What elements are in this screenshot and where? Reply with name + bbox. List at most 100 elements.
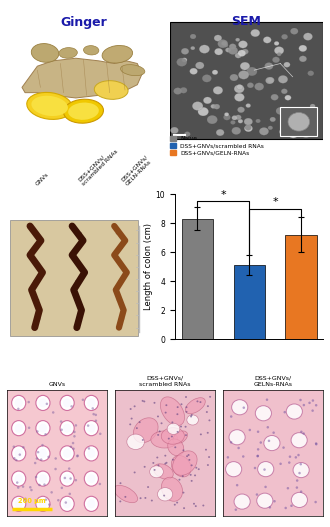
Ellipse shape: [192, 102, 203, 110]
Ellipse shape: [39, 424, 47, 433]
Ellipse shape: [248, 429, 251, 431]
Ellipse shape: [198, 108, 209, 116]
Ellipse shape: [73, 431, 76, 433]
Y-axis label: Length of colon (cm): Length of colon (cm): [144, 223, 153, 310]
Ellipse shape: [16, 481, 18, 484]
Ellipse shape: [157, 487, 173, 501]
Legend: Naive, DSS+GNVs/scrambled RNAs, DSS+GNVs/GELN-RNAs: Naive, DSS+GNVs/scrambled RNAs, DSS+GNVs…: [170, 136, 264, 155]
Ellipse shape: [48, 503, 50, 506]
Ellipse shape: [242, 455, 245, 458]
Ellipse shape: [30, 489, 33, 491]
Ellipse shape: [72, 442, 74, 444]
Ellipse shape: [298, 472, 301, 474]
Ellipse shape: [312, 399, 314, 402]
Ellipse shape: [153, 402, 155, 404]
Ellipse shape: [214, 104, 220, 109]
Ellipse shape: [263, 469, 266, 471]
Ellipse shape: [199, 401, 201, 403]
Ellipse shape: [60, 395, 74, 411]
Ellipse shape: [70, 445, 72, 448]
Ellipse shape: [186, 455, 188, 457]
Ellipse shape: [35, 317, 41, 320]
Ellipse shape: [187, 415, 198, 425]
Ellipse shape: [236, 484, 238, 486]
Ellipse shape: [131, 417, 133, 419]
Ellipse shape: [76, 317, 82, 320]
Ellipse shape: [182, 58, 187, 62]
Ellipse shape: [279, 463, 282, 465]
Ellipse shape: [165, 412, 167, 414]
Ellipse shape: [310, 104, 315, 108]
Ellipse shape: [206, 411, 208, 413]
Ellipse shape: [265, 63, 273, 70]
Ellipse shape: [288, 113, 310, 131]
Ellipse shape: [174, 504, 176, 505]
Ellipse shape: [230, 415, 232, 418]
Ellipse shape: [247, 67, 257, 76]
Ellipse shape: [36, 421, 50, 436]
Ellipse shape: [268, 440, 270, 442]
Ellipse shape: [151, 500, 153, 502]
Bar: [234, 265, 265, 339]
Ellipse shape: [75, 280, 81, 282]
Ellipse shape: [185, 406, 187, 408]
Ellipse shape: [251, 30, 260, 37]
Ellipse shape: [287, 127, 298, 136]
Ellipse shape: [190, 416, 192, 417]
Ellipse shape: [229, 44, 236, 50]
Ellipse shape: [274, 42, 279, 45]
Ellipse shape: [174, 446, 176, 448]
Ellipse shape: [181, 403, 182, 405]
Ellipse shape: [244, 125, 252, 132]
Ellipse shape: [39, 398, 47, 407]
Ellipse shape: [259, 441, 262, 444]
Ellipse shape: [234, 494, 250, 509]
Ellipse shape: [182, 450, 184, 451]
Ellipse shape: [184, 426, 186, 428]
Ellipse shape: [185, 396, 187, 398]
Ellipse shape: [308, 402, 311, 404]
Ellipse shape: [161, 428, 184, 444]
Ellipse shape: [75, 262, 81, 265]
Ellipse shape: [35, 262, 40, 265]
Ellipse shape: [118, 280, 124, 282]
Ellipse shape: [75, 299, 80, 301]
Ellipse shape: [205, 448, 207, 451]
Ellipse shape: [264, 435, 280, 451]
Ellipse shape: [224, 113, 229, 116]
Ellipse shape: [208, 456, 210, 458]
Ellipse shape: [266, 398, 268, 401]
Ellipse shape: [157, 464, 159, 466]
Ellipse shape: [130, 408, 132, 410]
Ellipse shape: [207, 405, 209, 407]
Ellipse shape: [63, 500, 71, 508]
Ellipse shape: [161, 477, 182, 501]
Ellipse shape: [68, 467, 70, 470]
Ellipse shape: [218, 40, 228, 48]
Ellipse shape: [133, 418, 158, 443]
Ellipse shape: [287, 487, 289, 490]
Ellipse shape: [102, 45, 133, 63]
Ellipse shape: [94, 81, 128, 99]
Ellipse shape: [60, 496, 74, 511]
Ellipse shape: [171, 127, 178, 133]
Ellipse shape: [46, 403, 48, 405]
Ellipse shape: [227, 456, 229, 458]
Ellipse shape: [293, 463, 309, 477]
Ellipse shape: [191, 464, 193, 466]
Ellipse shape: [134, 472, 136, 473]
Ellipse shape: [13, 445, 15, 448]
Ellipse shape: [139, 421, 141, 423]
Ellipse shape: [127, 434, 145, 450]
Ellipse shape: [12, 471, 26, 486]
Ellipse shape: [31, 96, 68, 116]
Ellipse shape: [264, 486, 267, 488]
Ellipse shape: [269, 506, 271, 509]
Ellipse shape: [207, 464, 209, 466]
Ellipse shape: [153, 469, 156, 471]
Ellipse shape: [36, 430, 39, 433]
Ellipse shape: [278, 75, 288, 83]
Ellipse shape: [84, 421, 98, 436]
Ellipse shape: [171, 435, 173, 437]
Ellipse shape: [256, 119, 260, 123]
